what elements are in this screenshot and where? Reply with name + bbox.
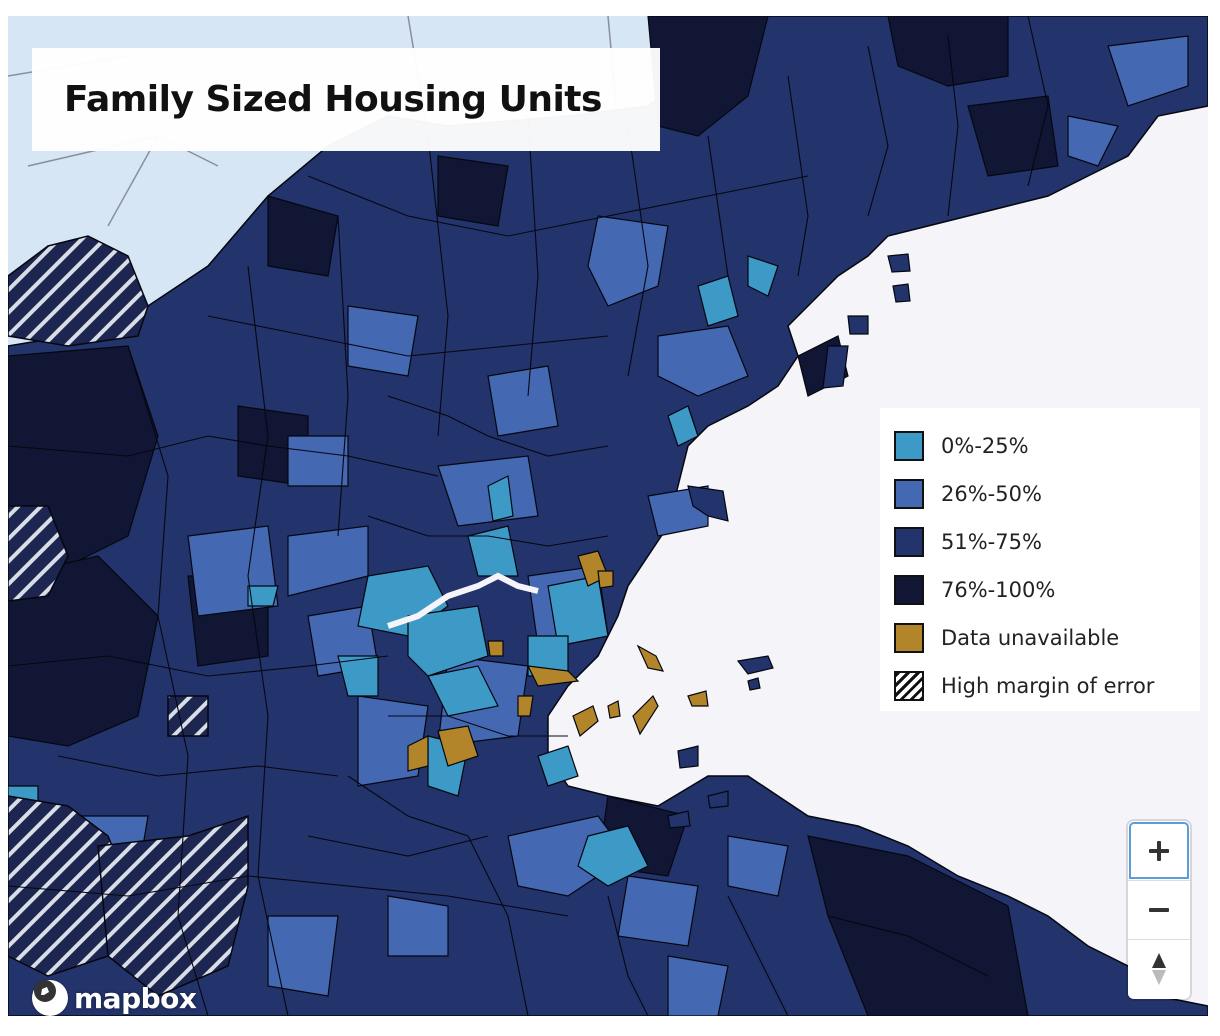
municipal-boundaries [8, 16, 1049, 1016]
legend-swatch-hatch [894, 671, 924, 701]
river [387, 572, 539, 629]
legend-swatch [894, 431, 924, 461]
legend-swatch [894, 527, 924, 557]
harbor-islands [667, 253, 911, 829]
high-margin-error-regions [8, 235, 249, 997]
map-title: Family Sized Housing Units [64, 79, 602, 120]
plus-icon [1149, 840, 1169, 861]
mapbox-wordmark: mapbox [74, 981, 197, 1015]
legend-label: Data unavailable [941, 626, 1120, 650]
minus-icon [1149, 908, 1169, 912]
bin-0-25-regions [8, 255, 779, 887]
legend-item-26-50: 26%-50% [894, 470, 1186, 518]
zoom-controls [1128, 821, 1190, 999]
legend-label: 76%-100% [941, 578, 1056, 602]
legend-item-data-unavailable: Data unavailable [894, 614, 1186, 662]
compass-button[interactable] [1128, 939, 1190, 998]
legend-label: High margin of error [941, 674, 1155, 698]
mapbox-logo[interactable]: mapbox [32, 978, 197, 1016]
compass-icon [1152, 953, 1166, 985]
legend-swatch [894, 623, 924, 653]
legend-swatch [894, 479, 924, 509]
map-canvas[interactable] [8, 16, 1208, 1016]
legend-item-51-75: 51%-75% [894, 518, 1186, 566]
map-title-box: Family Sized Housing Units [32, 48, 660, 151]
zoom-out-button[interactable] [1128, 880, 1190, 939]
legend-item-0-25: 0%-25% [894, 422, 1186, 470]
map-legend: 0%-25% 26%-50% 51%-75% 76%-100% Data una… [880, 408, 1200, 711]
legend-label: 26%-50% [941, 482, 1042, 506]
choropleth-map[interactable]: Family Sized Housing Units 0%-25% 26%-50… [8, 16, 1208, 1016]
legend-swatch [894, 575, 924, 605]
data-unavailable-regions [407, 550, 709, 772]
legend-item-high-margin-of-error: High margin of error [894, 662, 1186, 710]
mapbox-mark-icon [32, 980, 68, 1016]
legend-label: 0%-25% [941, 434, 1029, 458]
legend-item-76-100: 76%-100% [894, 566, 1186, 614]
legend-label: 51%-75% [941, 530, 1042, 554]
zoom-in-button[interactable] [1128, 821, 1190, 880]
bin-76-100-regions [8, 16, 1059, 1016]
